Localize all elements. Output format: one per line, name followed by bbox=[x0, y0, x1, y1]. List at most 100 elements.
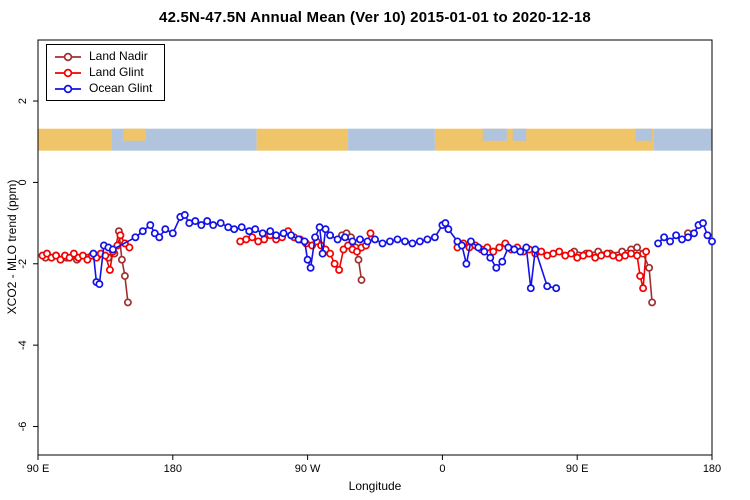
data-point bbox=[516, 247, 525, 256]
data-point bbox=[237, 223, 246, 232]
data-point bbox=[333, 235, 342, 244]
svg-text:90 W: 90 W bbox=[295, 463, 321, 475]
data-point bbox=[466, 237, 475, 246]
data-point bbox=[654, 239, 663, 248]
data-point bbox=[480, 247, 489, 256]
data-point bbox=[260, 235, 269, 244]
data-point bbox=[300, 237, 309, 246]
data-point bbox=[363, 237, 372, 246]
data-point bbox=[444, 225, 453, 234]
data-point bbox=[191, 217, 200, 226]
data-point bbox=[498, 257, 507, 266]
data-point bbox=[552, 284, 561, 293]
data-point bbox=[543, 282, 552, 291]
data-point bbox=[209, 221, 218, 230]
data-point bbox=[401, 237, 409, 246]
data-point bbox=[180, 211, 189, 219]
series-ocean-glint bbox=[89, 211, 716, 293]
data-point bbox=[203, 217, 212, 226]
data-point bbox=[123, 298, 132, 307]
data-point bbox=[318, 249, 327, 258]
data-point bbox=[266, 227, 275, 236]
data-point bbox=[393, 235, 402, 244]
svg-text:-6: -6 bbox=[17, 422, 29, 432]
data-point bbox=[311, 233, 320, 242]
legend-line-circle-icon bbox=[55, 84, 81, 93]
data-point bbox=[366, 229, 375, 238]
chart-title: 42.5N-47.5N Annual Mean (Ver 10) 2015-01… bbox=[159, 9, 591, 26]
data-point bbox=[108, 245, 117, 254]
data-point bbox=[303, 255, 312, 264]
legend-row: Ocean Glint bbox=[53, 81, 152, 96]
data-point bbox=[684, 233, 692, 242]
legend-line-circle-icon bbox=[55, 68, 81, 77]
data-point bbox=[415, 237, 424, 246]
data-point bbox=[116, 231, 125, 240]
data-point bbox=[672, 231, 681, 240]
data-point bbox=[230, 225, 239, 234]
map-strip bbox=[38, 128, 712, 151]
data-point bbox=[272, 231, 281, 240]
data-point bbox=[326, 231, 335, 240]
data-point bbox=[703, 231, 712, 240]
plot-box bbox=[37, 39, 713, 456]
data-point bbox=[486, 253, 495, 262]
data-point bbox=[633, 243, 642, 252]
data-point bbox=[495, 243, 504, 252]
data-point bbox=[660, 233, 669, 242]
data-point bbox=[168, 229, 177, 238]
data-point bbox=[371, 235, 379, 244]
data-point bbox=[131, 233, 140, 242]
data-point bbox=[462, 259, 471, 268]
data-point bbox=[197, 221, 206, 230]
data-point bbox=[251, 225, 260, 234]
data-point bbox=[386, 237, 394, 246]
data-point bbox=[474, 243, 483, 252]
data-point bbox=[89, 249, 98, 258]
data-point bbox=[639, 284, 648, 293]
data-point bbox=[354, 255, 363, 264]
y-axis-ticks: 2 0 -2 -4 -6 bbox=[17, 98, 38, 431]
data-point bbox=[633, 251, 642, 260]
legend-row: Land Glint bbox=[53, 65, 152, 80]
data-point bbox=[95, 280, 104, 289]
svg-text:90 E: 90 E bbox=[566, 463, 589, 475]
data-point bbox=[287, 231, 296, 240]
data-point bbox=[125, 243, 134, 252]
x-axis-label: Longitude bbox=[348, 479, 402, 493]
data-point bbox=[423, 235, 432, 244]
data-point bbox=[335, 265, 344, 274]
data-point bbox=[326, 249, 335, 258]
svg-text:2: 2 bbox=[17, 98, 29, 104]
data-point bbox=[279, 229, 288, 238]
data-point bbox=[161, 225, 170, 234]
svg-text:90 E: 90 E bbox=[27, 463, 50, 475]
data-point bbox=[531, 245, 540, 254]
data-point bbox=[248, 233, 257, 242]
legend-line-circle-icon bbox=[55, 52, 81, 61]
data-point bbox=[408, 239, 417, 248]
svg-text:-2: -2 bbox=[17, 259, 29, 269]
svg-text:0: 0 bbox=[17, 179, 29, 185]
data-point bbox=[120, 272, 129, 280]
data-point bbox=[522, 243, 531, 252]
data-point bbox=[155, 233, 164, 242]
data-point bbox=[567, 249, 576, 258]
data-point bbox=[636, 272, 645, 280]
svg-text:180: 180 bbox=[164, 463, 182, 475]
data-point bbox=[699, 219, 707, 228]
legend-label: Land Nadir bbox=[89, 49, 148, 63]
data-point bbox=[330, 259, 339, 268]
data-point bbox=[708, 237, 716, 246]
data-point bbox=[105, 265, 114, 274]
data-point bbox=[492, 263, 501, 272]
data-point bbox=[666, 237, 675, 246]
data-point bbox=[348, 237, 357, 246]
data-point bbox=[457, 241, 466, 250]
data-point bbox=[321, 225, 330, 234]
legend-row: Land Nadir bbox=[53, 49, 152, 64]
data-point bbox=[645, 263, 654, 272]
y-axis-label: XCO2 - MLO trend (ppm) bbox=[5, 179, 19, 315]
